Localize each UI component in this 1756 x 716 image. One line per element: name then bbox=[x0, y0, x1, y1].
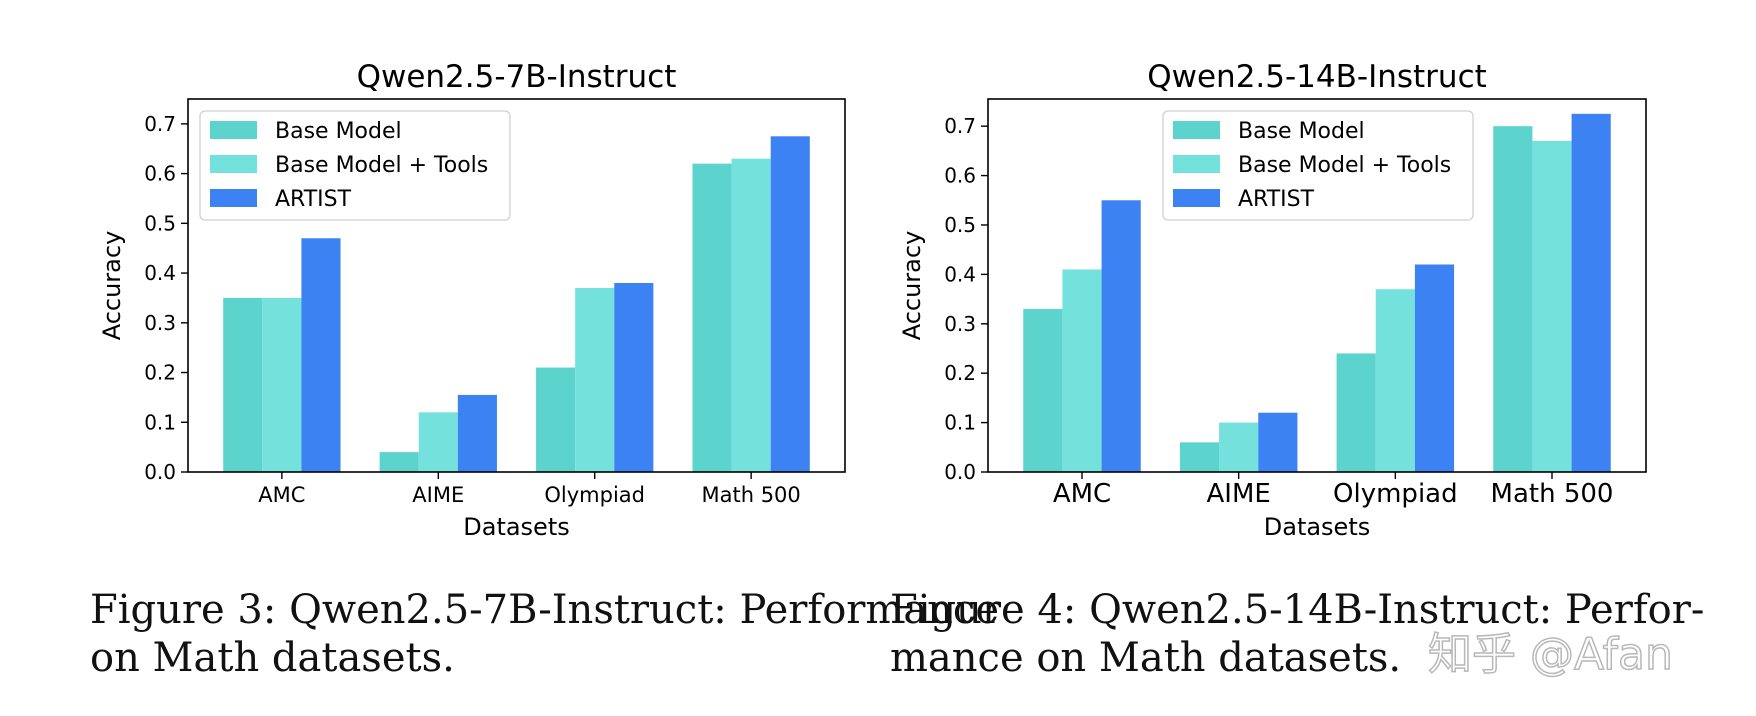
legend-swatch-base-model bbox=[1173, 121, 1220, 139]
bar-base-model-math-500 bbox=[1493, 126, 1533, 473]
legend-swatch-base-model bbox=[210, 121, 257, 139]
legend-label-artist: ARTIST bbox=[275, 187, 352, 212]
bar-base-model-tools-math-500 bbox=[731, 158, 771, 472]
bar-base-model-amc bbox=[1023, 308, 1063, 472]
x-tick-label-olympiad: Olympiad bbox=[1333, 479, 1458, 509]
x-tick-label-olympiad: Olympiad bbox=[544, 483, 645, 507]
y-tick-label: 0.5 bbox=[144, 211, 176, 235]
bar-base-model-tools-olympiad bbox=[1375, 289, 1415, 472]
bar-artist-aime bbox=[457, 394, 497, 472]
chart-title: Qwen2.5-7B-Instruct bbox=[357, 59, 677, 95]
y-tick-label: 0.3 bbox=[944, 312, 976, 336]
y-tick-label: 0.0 bbox=[144, 460, 176, 484]
x-axis-label: Datasets bbox=[1264, 513, 1371, 541]
legend-box bbox=[1162, 110, 1474, 221]
y-tick-label: 0.7 bbox=[944, 114, 976, 138]
y-tick-label: 0.6 bbox=[144, 162, 176, 186]
y-axis-label: Accuracy bbox=[98, 231, 126, 341]
chart-qwen-7b: 0.0 0.1 0.2 0.3 0.4 0.5 0.6 0.7 AMC AIME Olympiad M… bbox=[98, 59, 846, 541]
y-tick-label: 0.3 bbox=[144, 311, 176, 335]
bar-artist-amc bbox=[1101, 200, 1141, 473]
x-tick-label-amc: AMC bbox=[258, 483, 305, 507]
x-tick-label-aime: AIME bbox=[1207, 479, 1271, 509]
bar-base-model-amc bbox=[223, 297, 263, 472]
legend-label-base-model-tools: Base Model + Tools bbox=[275, 153, 488, 178]
figure-4-caption: Figure 4: Qwen2.5-14B-Instruct: Perfor- … bbox=[890, 586, 1705, 682]
legend-label-base-model-tools: Base Model + Tools bbox=[1238, 153, 1451, 178]
figure-3-caption-line1: Figure 3: Qwen2.5-7B-Instruct: Performan… bbox=[90, 587, 1000, 633]
legend-swatch-base-model-tools bbox=[210, 155, 257, 173]
figure-4-caption-line2: mance on Math datasets. bbox=[890, 635, 1402, 681]
bar-base-model-tools-math-500 bbox=[1532, 140, 1572, 472]
bar-base-model-olympiad bbox=[1336, 353, 1376, 472]
x-tick-label-math-500: Math 500 bbox=[701, 483, 800, 507]
y-tick-label: 0.1 bbox=[944, 411, 976, 435]
y-tick-label: 0.2 bbox=[944, 361, 976, 385]
y-tick-label: 0.6 bbox=[944, 164, 976, 188]
bar-base-model-tools-amc bbox=[1062, 269, 1102, 472]
y-tick-label: 0.1 bbox=[144, 410, 176, 434]
legend-swatch-artist bbox=[1173, 189, 1220, 207]
x-tick-label-amc: AMC bbox=[1053, 479, 1111, 509]
chart-title: Qwen2.5-14B-Instruct bbox=[1147, 59, 1487, 95]
y-axis-label: Accuracy bbox=[898, 231, 926, 341]
watermark: 知乎 @Afan bbox=[1427, 628, 1673, 681]
x-axis-label: Datasets bbox=[463, 513, 570, 541]
bar-artist-aime bbox=[1258, 412, 1298, 472]
y-tick-label: 0.5 bbox=[944, 213, 976, 237]
legend: Base Model Base Model + Tools ARTIST bbox=[1162, 110, 1474, 221]
figure-3-caption: Figure 3: Qwen2.5-7B-Instruct: Performan… bbox=[90, 586, 1000, 682]
bar-base-model-aime bbox=[1179, 442, 1220, 472]
bar-base-model-olympiad bbox=[536, 367, 576, 472]
bar-artist-math-500 bbox=[1571, 113, 1611, 472]
bar-artist-olympiad bbox=[1414, 264, 1455, 472]
legend-box bbox=[199, 110, 511, 221]
bar-artist-math-500 bbox=[770, 136, 810, 473]
legend-label-base-model: Base Model bbox=[1238, 119, 1365, 144]
bar-base-model-math-500 bbox=[692, 163, 732, 473]
y-tick-label: 0.4 bbox=[144, 261, 176, 285]
y-tick-label: 0.0 bbox=[944, 460, 976, 484]
bar-base-model-tools-olympiad bbox=[575, 287, 615, 472]
bar-base-model-tools-amc bbox=[262, 297, 302, 472]
bar-artist-olympiad bbox=[614, 283, 654, 472]
plot-frame bbox=[187, 98, 846, 473]
bar-base-model-aime bbox=[379, 452, 419, 472]
chart-qwen-14b: 0.0 0.1 0.2 0.3 0.4 0.5 0.6 0.7 AMC AIME Olympiad M… bbox=[898, 59, 1647, 541]
y-tick-label: 0.4 bbox=[944, 262, 976, 286]
legend-label-base-model: Base Model bbox=[275, 119, 402, 144]
legend: Base Model Base Model + Tools ARTIST bbox=[199, 110, 511, 221]
bar-base-model-tools-aime bbox=[1219, 422, 1259, 472]
y-tick-label: 0.2 bbox=[144, 361, 176, 385]
legend-swatch-base-model-tools bbox=[1173, 155, 1220, 173]
y-tick-label: 0.7 bbox=[144, 112, 176, 136]
legend-label-artist: ARTIST bbox=[1238, 187, 1315, 212]
x-tick-label-math-500: Math 500 bbox=[1491, 479, 1614, 509]
plot-frame bbox=[987, 98, 1647, 473]
figure-4-caption-line1: Figure 4: Qwen2.5-14B-Instruct: Perfor- bbox=[890, 587, 1705, 633]
figure-3-caption-line2: on Math datasets. bbox=[90, 635, 455, 681]
bar-base-model-tools-aime bbox=[418, 412, 458, 472]
x-tick-label-aime: AIME bbox=[412, 483, 464, 507]
bar-artist-amc bbox=[301, 238, 341, 472]
legend-swatch-artist bbox=[210, 189, 257, 207]
